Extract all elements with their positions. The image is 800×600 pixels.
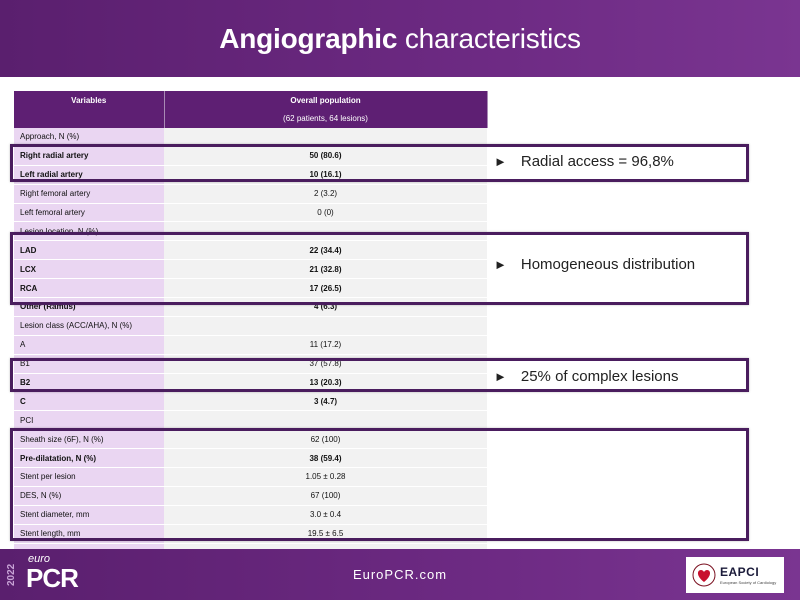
arrow-right-icon: ► [494, 369, 507, 384]
table-header-row: Variables Overall population (62 patient… [14, 91, 488, 128]
row-value: 22 (34.4) [164, 240, 487, 261]
note-homogeneous: ► Homogeneous distribution [494, 256, 695, 273]
row-value: 50 (80.6) [164, 146, 487, 166]
heart-icon [692, 563, 716, 587]
row-value: 1.05 ± 0.28 [164, 467, 487, 487]
row-value: 21 (32.8) [164, 259, 487, 280]
row-label: LCX [14, 259, 164, 280]
header-overall-line2: (62 patients, 64 lesions) [283, 114, 368, 123]
row-label: PCI [14, 410, 164, 431]
footer-bar: 2022 euro PCR EuroPCR.com EAPCI European… [0, 549, 800, 600]
row-value [164, 316, 487, 336]
row-value [164, 410, 487, 431]
row-value: 38 (59.4) [164, 448, 487, 469]
table-row: A 11 (17.2) [14, 335, 487, 355]
row-label: A [14, 335, 164, 355]
row-value: 11 (17.2) [164, 335, 487, 355]
row-value: 17 (26.5) [164, 278, 487, 299]
table-row: Pre-dilatation, N (%) 38 (59.4) [14, 448, 487, 469]
row-label: RCA [14, 278, 164, 299]
row-value [164, 128, 487, 147]
table-row: PCI [14, 410, 487, 431]
page-title: Angiographic characteristics [219, 23, 581, 55]
highlight-box-complex [10, 358, 749, 392]
row-label: Right radial artery [14, 146, 164, 166]
row-label: Lesion location, N (%) [14, 221, 164, 242]
row-label: Right femoral artery [14, 184, 164, 204]
row-value: 67 (100) [164, 486, 487, 506]
header-overall-line1: Overall population [290, 96, 361, 105]
title-banner: Angiographic characteristics [0, 0, 800, 77]
table-row: Right femoral artery 2 (3.2) [14, 184, 487, 204]
row-value: 0 (0) [164, 203, 487, 223]
arrow-right-icon: ► [494, 154, 507, 169]
row-value: 2 (3.2) [164, 184, 487, 204]
eapci-logo-subtitle: European Society of Cardiology [720, 580, 777, 585]
row-label: Stent diameter, mm [14, 505, 164, 525]
table-row: RCA 17 (26.5) [14, 278, 487, 299]
highlight-box-pci [10, 428, 749, 541]
row-label: LAD [14, 240, 164, 261]
title-bold: Angiographic [219, 22, 398, 54]
row-label: DES, N (%) [14, 486, 164, 506]
table-row: Stent diameter, mm 3.0 ± 0.4 [14, 505, 487, 525]
table-row: Right radial artery 50 (80.6) [14, 146, 487, 166]
row-label: C [14, 391, 164, 412]
table-body: Approach, N (%) Right radial artery 50 (80… [14, 128, 487, 563]
row-label: Left femoral artery [14, 203, 164, 223]
row-label: Sheath size (6F), N (%) [14, 429, 164, 450]
row-label: Pre-dilatation, N (%) [14, 448, 164, 469]
highlight-box-location [10, 232, 749, 305]
title-rest: characteristics [397, 22, 581, 54]
row-value: 3.0 ± 0.4 [164, 505, 487, 525]
note-radial: ► Radial access = 96,8% [494, 153, 674, 170]
note-radial-text: Radial access = 96,8% [520, 153, 674, 170]
table-row: LAD 22 (34.4) [14, 240, 487, 261]
table-row: Stent per lesion 1.05 ± 0.28 [14, 467, 487, 487]
row-label: Approach, N (%) [14, 128, 164, 147]
eapci-logo-title: EAPCI [720, 565, 760, 579]
header-overall-population: Overall population (62 patients, 64 lesi… [164, 91, 488, 128]
table-row: LCX 21 (32.8) [14, 259, 487, 280]
header-variables: Variables [14, 91, 165, 128]
row-label: Lesion class (ACC/AHA), N (%) [14, 316, 164, 336]
row-value: 3 (4.7) [164, 391, 487, 412]
eapci-logo: EAPCI European Society of Cardiology [686, 557, 784, 593]
table-row: Lesion location, N (%) [14, 221, 487, 242]
note-complex-text: 25% of complex lesions [520, 368, 679, 385]
angiographic-table: Variables Overall population (62 patient… [14, 91, 488, 563]
footer-website[interactable]: EuroPCR.com [352, 567, 448, 582]
europcr-logo-text: PCR [26, 563, 79, 593]
table-row: Sheath size (6F), N (%) 62 (100) [14, 429, 487, 450]
note-homogeneous-text: Homogeneous distribution [520, 256, 696, 273]
table-row: DES, N (%) 67 (100) [14, 486, 487, 506]
footer-euro: euro [28, 553, 51, 565]
table-row: Left femoral artery 0 (0) [14, 203, 487, 223]
row-value [164, 221, 487, 242]
arrow-right-icon: ► [494, 257, 507, 272]
highlight-box-radial [10, 144, 749, 182]
table-row: Approach, N (%) [14, 128, 487, 147]
row-value: 62 (100) [164, 429, 487, 450]
note-complex: ► 25% of complex lesions [494, 368, 678, 385]
row-label: Stent per lesion [14, 467, 164, 487]
table-row: Lesion class (ACC/AHA), N (%) [14, 316, 487, 336]
